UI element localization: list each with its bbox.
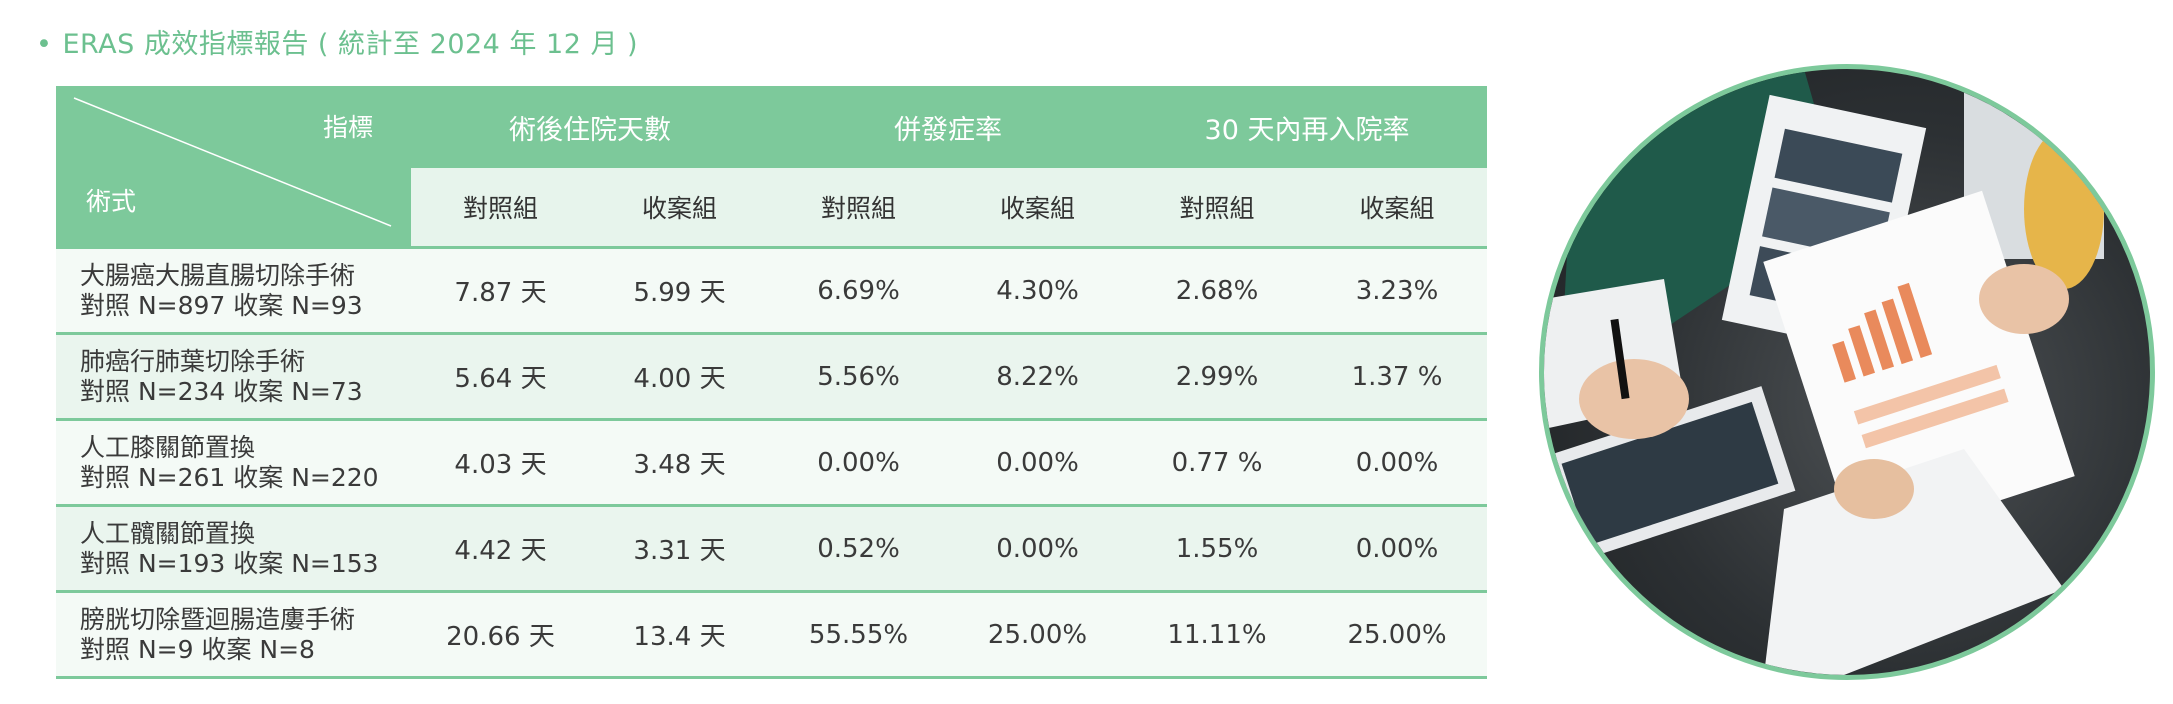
value-cell: 13.4 天 xyxy=(590,590,769,679)
subheader-control: 對照組 xyxy=(411,168,590,248)
value-cell: 2.99% xyxy=(1127,332,1307,420)
value-cell: 20.66 天 xyxy=(411,590,590,679)
corner-header: 指標 術式 xyxy=(56,86,411,248)
indicator-label: 指標 xyxy=(322,113,373,142)
value-cell: 1.55% xyxy=(1127,504,1307,592)
value-cell: 3.23% xyxy=(1307,246,1488,334)
surgery-name: 人工髖關節置換 xyxy=(80,518,256,548)
value-cell: 1.37 % xyxy=(1307,332,1488,420)
value-cell: 6.69% xyxy=(769,246,948,334)
value-cell: 5.56% xyxy=(769,332,948,420)
subheader-control: 對照組 xyxy=(769,168,948,248)
value-cell: 5.99 天 xyxy=(590,246,769,334)
value-cell: 0.00% xyxy=(1307,418,1488,506)
surgery-name: 膀胱切除暨迴腸造廔手術 xyxy=(80,604,356,634)
table-row: 人工膝關節置換 對照 N=261 收案 N=220 4.03 天 3.48 天 0… xyxy=(56,418,1488,506)
photo-illustration xyxy=(1544,69,2104,675)
value-cell: 8.22% xyxy=(948,332,1127,420)
value-cell: 0.00% xyxy=(948,504,1127,592)
value-cell: 0.52% xyxy=(769,504,948,592)
table-row: 肺癌行肺葉切除手術 對照 N=234 收案 N=73 5.64 天 4.00 天 … xyxy=(56,332,1488,420)
sample-size: 對照 N=234 收案 N=73 xyxy=(80,376,363,406)
eras-table: 指標 術式 術後住院天數 併發症率 30 天內再入院率 對照組 收案組 對照組 … xyxy=(56,86,1488,679)
value-cell: 11.11% xyxy=(1127,590,1307,679)
value-cell: 2.68% xyxy=(1127,246,1307,334)
title-text: ERAS 成效指標報告 ( 統計至 2024 年 12 月 ) xyxy=(62,29,639,60)
value-cell: 7.87 天 xyxy=(411,246,590,334)
sample-size: 對照 N=193 收案 N=153 xyxy=(80,548,379,578)
sample-size: 對照 N=897 收案 N=93 xyxy=(80,290,363,320)
surgery-cell: 大腸癌大腸直腸切除手術 對照 N=897 收案 N=93 xyxy=(56,246,411,334)
table-row: 人工髖關節置換 對照 N=193 收案 N=153 4.42 天 3.31 天 0… xyxy=(56,504,1488,592)
surgery-name: 人工膝關節置換 xyxy=(80,432,256,462)
surgery-cell: 人工髖關節置換 對照 N=193 收案 N=153 xyxy=(56,504,411,592)
page-title: • ERAS 成效指標報告 ( 統計至 2024 年 12 月 ) xyxy=(36,22,638,61)
title-bullet: • xyxy=(36,29,53,60)
value-cell: 4.42 天 xyxy=(411,504,590,592)
value-cell: 0.00% xyxy=(1307,504,1488,592)
group-header-los: 術後住院天數 xyxy=(411,86,769,168)
value-cell: 55.55% xyxy=(769,590,948,679)
value-cell: 0.00% xyxy=(948,418,1127,506)
surgery-label: 術式 xyxy=(86,187,137,216)
value-cell: 3.31 天 xyxy=(590,504,769,592)
value-cell: 0.77 % xyxy=(1127,418,1307,506)
value-cell: 4.03 天 xyxy=(411,418,590,506)
surgery-cell: 肺癌行肺葉切除手術 對照 N=234 收案 N=73 xyxy=(56,332,411,420)
sample-size: 對照 N=9 收案 N=8 xyxy=(80,634,315,664)
value-cell: 25.00% xyxy=(1307,590,1488,679)
table-row: 大腸癌大腸直腸切除手術 對照 N=897 收案 N=93 7.87 天 5.99 … xyxy=(56,246,1488,334)
value-cell: 4.30% xyxy=(948,246,1127,334)
group-header-complication: 併發症率 xyxy=(769,86,1127,168)
subheader-case: 收案組 xyxy=(590,168,769,248)
table-row: 膀胱切除暨迴腸造廔手術 對照 N=9 收案 N=8 20.66 天 13.4 天 … xyxy=(56,590,1488,679)
sample-size: 對照 N=261 收案 N=220 xyxy=(80,462,379,492)
value-cell: 5.64 天 xyxy=(411,332,590,420)
subheader-case: 收案組 xyxy=(948,168,1127,248)
subheader-case: 收案組 xyxy=(1307,168,1488,248)
value-cell: 25.00% xyxy=(948,590,1127,679)
corner-diagonal xyxy=(73,97,392,227)
surgery-cell: 人工膝關節置換 對照 N=261 收案 N=220 xyxy=(56,418,411,506)
doctors-clipboard-photo xyxy=(1539,64,2155,680)
subheader-control: 對照組 xyxy=(1127,168,1307,248)
value-cell: 3.48 天 xyxy=(590,418,769,506)
surgery-name: 肺癌行肺葉切除手術 xyxy=(80,346,306,376)
group-header-readmission: 30 天內再入院率 xyxy=(1127,86,1488,168)
surgery-name: 大腸癌大腸直腸切除手術 xyxy=(80,260,356,290)
surgery-cell: 膀胱切除暨迴腸造廔手術 對照 N=9 收案 N=8 xyxy=(56,590,411,679)
value-cell: 4.00 天 xyxy=(590,332,769,420)
value-cell: 0.00% xyxy=(769,418,948,506)
